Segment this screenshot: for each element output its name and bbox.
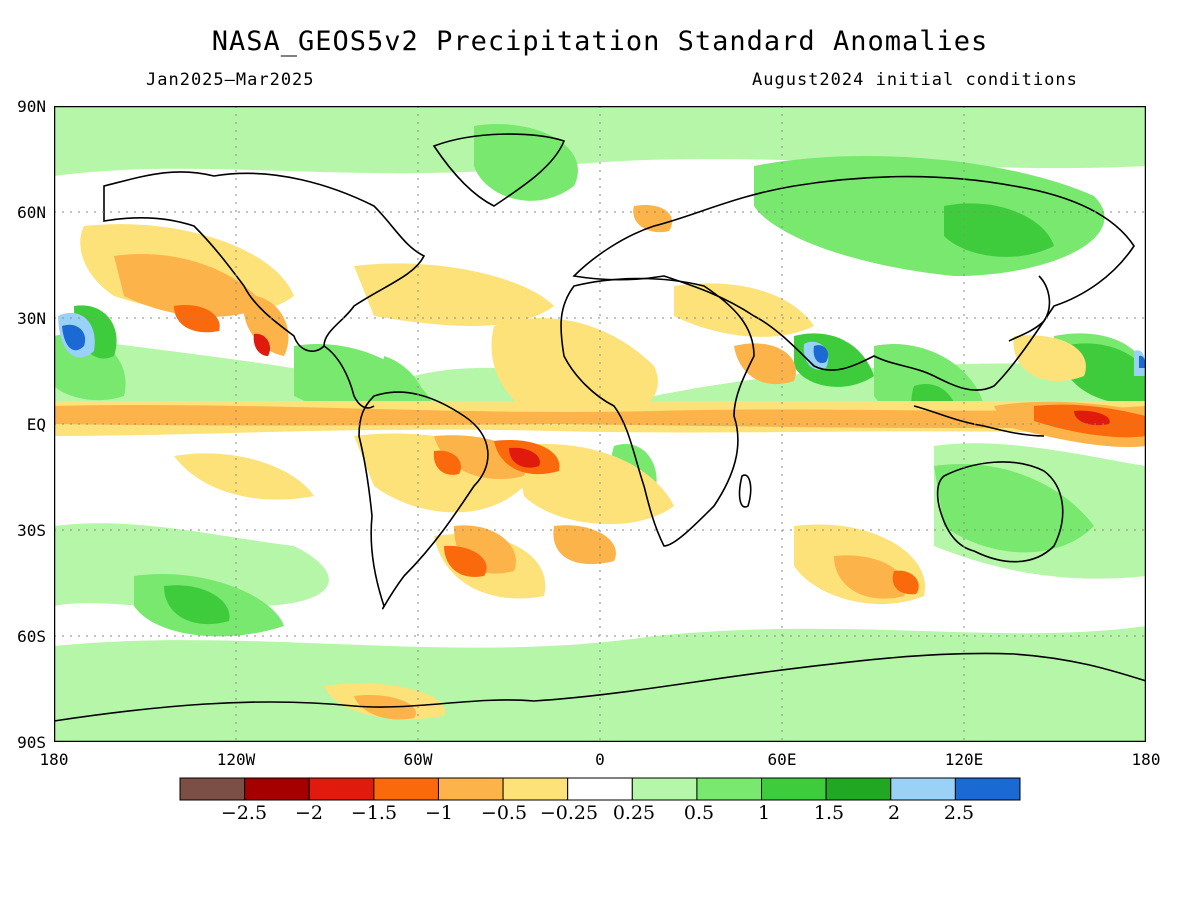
colorbar-swatch xyxy=(437,777,504,801)
period-label: Jan2025–Mar2025 xyxy=(146,70,315,90)
colorbar-tick-label: −1.5 xyxy=(350,802,398,824)
colorbar-tick-label: 1.5 xyxy=(813,802,845,824)
colorbar-tick-label: 0.5 xyxy=(683,802,715,824)
lat-label-eq: EQ xyxy=(26,415,46,434)
colorbar xyxy=(179,777,1021,801)
lat-label-30n: 30N xyxy=(17,309,46,328)
initial-conditions-label: August2024 initial conditions xyxy=(752,70,1078,90)
colorbar-swatch xyxy=(567,777,633,801)
lon-label-180e: 180 xyxy=(1131,750,1161,769)
lon-label-60e: 60E xyxy=(767,750,797,769)
lat-label-30s: 30S xyxy=(17,521,46,540)
colorbar-tick-label: −0.25 xyxy=(539,802,599,824)
colorbar-swatch xyxy=(954,777,1021,801)
colorbar-swatch xyxy=(373,777,439,801)
lat-label-90s: 90S xyxy=(17,733,46,752)
map-frame xyxy=(54,106,1146,742)
colorbar-swatch xyxy=(244,777,310,801)
colorbar-tick-label: −2.5 xyxy=(220,802,268,824)
colorbar-tick-label: 1 xyxy=(757,802,771,824)
colorbar-tick-label: 2 xyxy=(887,802,901,824)
colorbar-swatch xyxy=(179,777,246,801)
lon-label-120w: 120W xyxy=(216,750,256,769)
lon-label-0: 0 xyxy=(595,750,605,769)
graticule xyxy=(54,106,1146,742)
colorbar-swatch xyxy=(761,777,827,801)
lon-label-180w: 180 xyxy=(39,750,69,769)
colorbar-tick-label: −0.5 xyxy=(480,802,528,824)
lon-label-120e: 120E xyxy=(944,750,984,769)
colorbar-tick-label: −1 xyxy=(424,802,453,824)
chart-title: NASA_GEOS5v2 Precipitation Standard Anom… xyxy=(211,26,989,57)
lon-label-60w: 60W xyxy=(403,750,433,769)
colorbar-swatch xyxy=(631,777,698,801)
colorbar-tick-label: −2 xyxy=(294,802,323,824)
colorbar-swatch xyxy=(308,777,375,801)
lat-label-60s: 60S xyxy=(17,627,46,646)
colorbar-swatch xyxy=(890,777,956,801)
coastlines xyxy=(54,133,1146,722)
lat-label-60n: 60N xyxy=(17,203,46,222)
colorbar-swatch xyxy=(696,777,763,801)
colorbar-swatch xyxy=(825,777,892,801)
colorbar-tick-label: 2.5 xyxy=(943,802,975,824)
colorbar-tick-label: 0.25 xyxy=(612,802,656,824)
lat-label-90n: 90N xyxy=(17,97,46,116)
anomaly-map xyxy=(54,106,1146,742)
colorbar-swatch xyxy=(502,777,569,801)
